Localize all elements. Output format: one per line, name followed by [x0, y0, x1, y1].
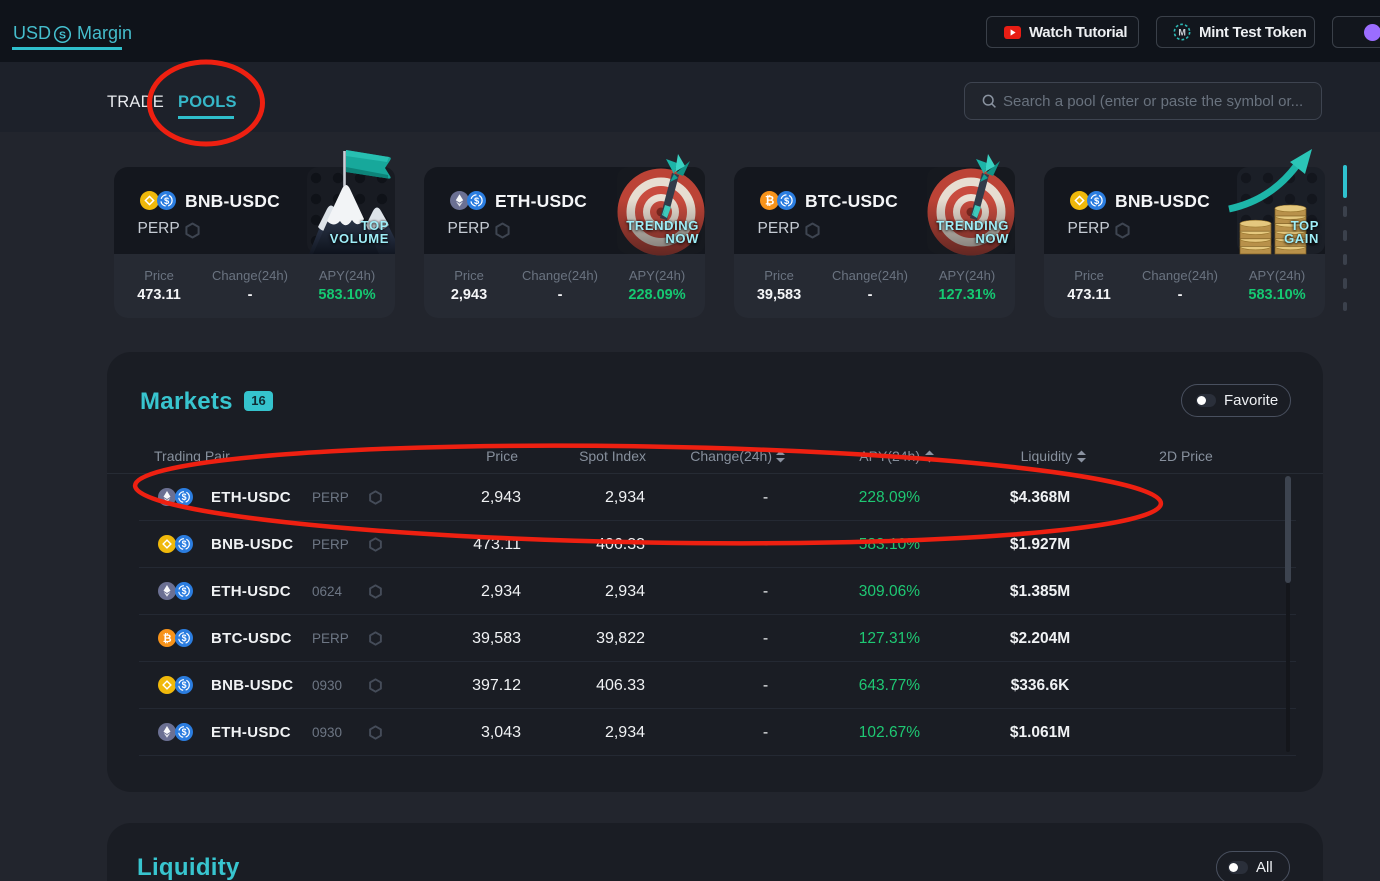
svg-text:$: $	[1094, 195, 1100, 206]
svg-text:₿: ₿	[765, 196, 774, 208]
svg-text:$: $	[181, 539, 186, 549]
svg-text:$: $	[181, 633, 186, 643]
svg-text:$: $	[181, 492, 186, 502]
svg-text:₿: ₿	[163, 633, 172, 645]
svg-text:$: $	[474, 195, 480, 206]
svg-text:$: $	[784, 195, 790, 206]
svg-text:$: $	[164, 195, 170, 206]
svg-text:M: M	[1178, 27, 1185, 37]
svg-text:S: S	[59, 30, 66, 41]
svg-text:$: $	[181, 586, 186, 596]
svg-text:$: $	[181, 680, 186, 690]
svg-text:$: $	[181, 727, 186, 737]
